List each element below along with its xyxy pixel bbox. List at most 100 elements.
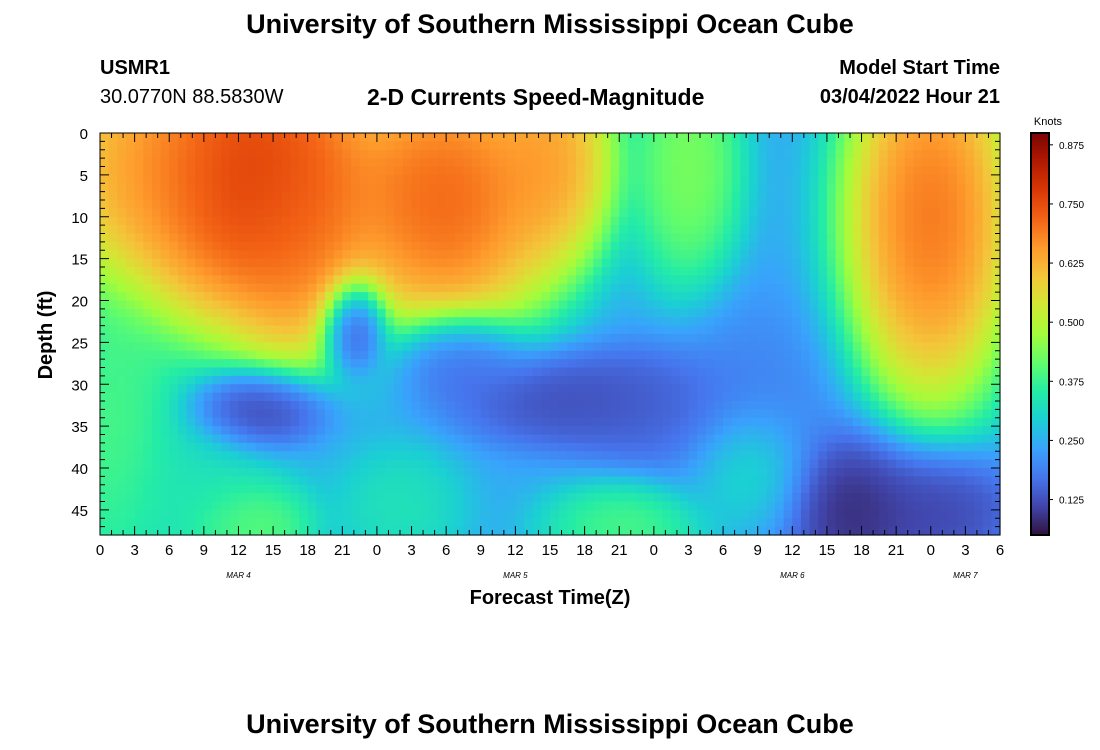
heatmap-cell [420,375,430,385]
heatmap-cell [532,501,542,511]
heatmap-cell [974,183,984,193]
heatmap-cell [757,434,767,444]
heatmap-cell [151,417,162,427]
heatmap-cell [636,468,646,477]
heatmap-cell [264,468,274,477]
heatmap-cell [593,350,603,360]
heatmap-cell [195,283,205,293]
heatmap-cell [878,292,889,302]
heatmap-cell [974,216,984,226]
heatmap-cell [480,308,491,318]
heatmap-cell [212,526,222,536]
heatmap-cell [930,283,941,293]
heatmap-cell [610,208,620,218]
heatmap-cell [472,149,482,159]
heatmap-cell [273,409,283,419]
heatmap-cell [852,133,863,142]
heatmap-cell [913,367,923,377]
heatmap-cell [861,200,871,209]
heatmap-cell [627,401,638,410]
heatmap-cell [844,451,854,461]
heatmap-cell [359,200,369,209]
heatmap-cell [290,233,300,243]
heatmap-cell [376,451,387,461]
heatmap-cell [307,417,317,427]
heatmap-cell [939,359,949,369]
heatmap-cell [627,225,638,235]
heatmap-cell [472,308,482,318]
heatmap-cell [506,509,516,519]
heatmap-cell [437,208,447,218]
heatmap-cell [939,384,949,394]
heatmap-cell [446,300,456,310]
heatmap-cell [229,283,240,293]
heatmap-cell [350,442,361,452]
heatmap-cell [143,509,153,519]
heatmap-cell [653,493,664,503]
heatmap-cell [697,283,707,293]
heatmap-cell [714,518,724,528]
heatmap-cell [896,375,906,385]
heatmap-cell [775,308,785,318]
heatmap-cell [679,484,690,494]
heatmap-cell [662,375,672,385]
heatmap-cell [948,283,958,293]
heatmap-cell [653,325,664,335]
heatmap-cell [749,267,759,276]
heatmap-cell [982,166,992,176]
heatmap-cell [532,468,542,477]
heatmap-cell [731,225,741,235]
heatmap-cell [783,133,793,142]
heatmap-cell [463,350,473,360]
heatmap-cell [177,468,188,477]
heatmap-cell [731,518,741,528]
heatmap-cell [662,250,672,260]
heatmap-cell [299,434,309,444]
heatmap-cell [160,342,170,352]
heatmap-cell [229,434,240,444]
heatmap-cell [333,484,343,494]
heatmap-cell [117,342,127,352]
heatmap-cell [160,300,170,310]
heatmap-cell [255,133,266,142]
heatmap-cell [160,317,170,327]
heatmap-cell [385,442,395,452]
heatmap-cell [939,200,949,209]
heatmap-cell [930,166,941,176]
heatmap-cell [982,417,992,427]
heatmap-cell [480,501,491,511]
heatmap-cell [169,250,179,260]
heatmap-cell [177,509,188,519]
heatmap-cell [740,317,750,327]
heatmap-cell [697,451,707,461]
heatmap-cell [186,233,196,243]
heatmap-cell [861,174,871,184]
heatmap-cell [316,141,326,151]
heatmap-cell [697,484,707,494]
heatmap-cell [766,334,776,343]
heatmap-cell [402,200,413,209]
heatmap-cell [463,451,473,461]
heatmap-cell [922,476,932,486]
heatmap-cell [766,501,776,511]
heatmap-cell [939,426,949,436]
heatmap-cell [368,166,378,176]
heatmap-cell [575,174,586,184]
heatmap-cell [619,133,629,142]
heatmap-cell [498,283,508,293]
heatmap-cell [714,484,724,494]
heatmap-cell [956,375,966,385]
heatmap-cell [974,334,984,343]
heatmap-cell [402,275,413,285]
heatmap-cell [247,342,257,352]
heatmap-cell [411,350,421,360]
heatmap-cell [290,451,300,461]
heatmap-cell [264,225,274,235]
heatmap-cell [299,401,309,410]
heatmap-cell [826,518,837,528]
heatmap-cell [939,401,949,410]
heatmap-cell [281,459,291,469]
heatmap-cell [991,493,1001,503]
heatmap-cell [809,501,819,511]
heatmap-cell [229,292,240,302]
